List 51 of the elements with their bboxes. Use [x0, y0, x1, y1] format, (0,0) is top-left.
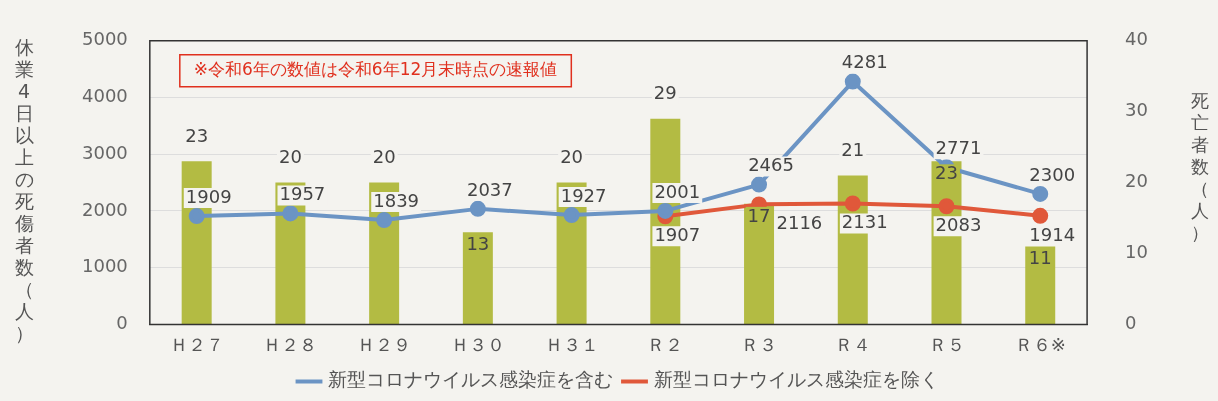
x-tick-label: Ｒ４: [834, 333, 871, 355]
x-tick-label: Ｒ６※: [1014, 333, 1066, 355]
data-label: 2001: [654, 180, 701, 202]
data-label: 1914: [1029, 223, 1076, 245]
x-tick-label: Ｈ３０: [450, 333, 505, 355]
x-tick-label: Ｈ２７: [169, 333, 224, 355]
y-tick-label: 3000: [82, 141, 128, 163]
y2-tick-label: 30: [1125, 99, 1148, 121]
data-label: 1907: [654, 223, 701, 245]
data-label: 1909: [185, 185, 232, 207]
legend-label: 新型コロナウイルス感染症を含む: [328, 368, 613, 391]
data-label: 20: [278, 146, 302, 168]
data-label: 20: [372, 146, 396, 168]
y2-tick-label: 20: [1125, 170, 1148, 192]
y2-tick-label: 40: [1125, 28, 1148, 50]
x-tick-label: Ｈ２９: [357, 333, 412, 355]
data-label: 17: [747, 204, 771, 226]
data-label: 1957: [279, 183, 326, 205]
y-tick-label: 2000: [82, 198, 128, 220]
data-label: 29: [653, 82, 677, 104]
data-label: 1927: [560, 184, 607, 206]
data-label: 2116: [776, 212, 823, 234]
data-label: 2083: [935, 213, 982, 235]
data-label: 2131: [841, 211, 888, 233]
data-label: 1839: [373, 189, 420, 211]
data-label: 11: [1028, 247, 1052, 269]
x-tick-label: Ｒ３: [741, 333, 778, 355]
y-tick-label: 5000: [82, 28, 128, 50]
data-label: 21: [841, 139, 865, 161]
data-label: 23: [935, 162, 958, 183]
y-tick-label: 4000: [82, 85, 128, 107]
y-tick-label: 1000: [82, 255, 128, 277]
data-label: 20: [560, 146, 584, 168]
y2-axis-title: 死亡者数（人）: [1190, 90, 1210, 244]
data-label: 23: [185, 125, 209, 146]
y2-tick-label: 0: [1125, 312, 1137, 334]
x-tick-label: Ｒ２: [647, 333, 684, 355]
annotation: ※令和6年の数値は令和6年12月末時点の速報値: [193, 59, 558, 80]
data-label: 4281: [841, 51, 888, 73]
data-label: 13: [466, 232, 490, 254]
data-label: 2771: [935, 136, 982, 158]
x-tick-label: Ｈ２８: [263, 333, 318, 355]
text: 休業4日以上の死傷者数（人）: [14, 36, 34, 344]
data-label: 2037: [466, 178, 513, 200]
data-label: 2300: [1029, 163, 1076, 185]
data-label: 2465: [748, 154, 794, 176]
y2-tick-label: 10: [1125, 241, 1148, 263]
x-tick-label: Ｈ３１: [544, 333, 599, 355]
y-tick-label: 0: [116, 312, 128, 334]
legend-label: 新型コロナウイルス感染症を除く: [653, 368, 939, 391]
x-tick-label: Ｒ５: [928, 333, 965, 355]
